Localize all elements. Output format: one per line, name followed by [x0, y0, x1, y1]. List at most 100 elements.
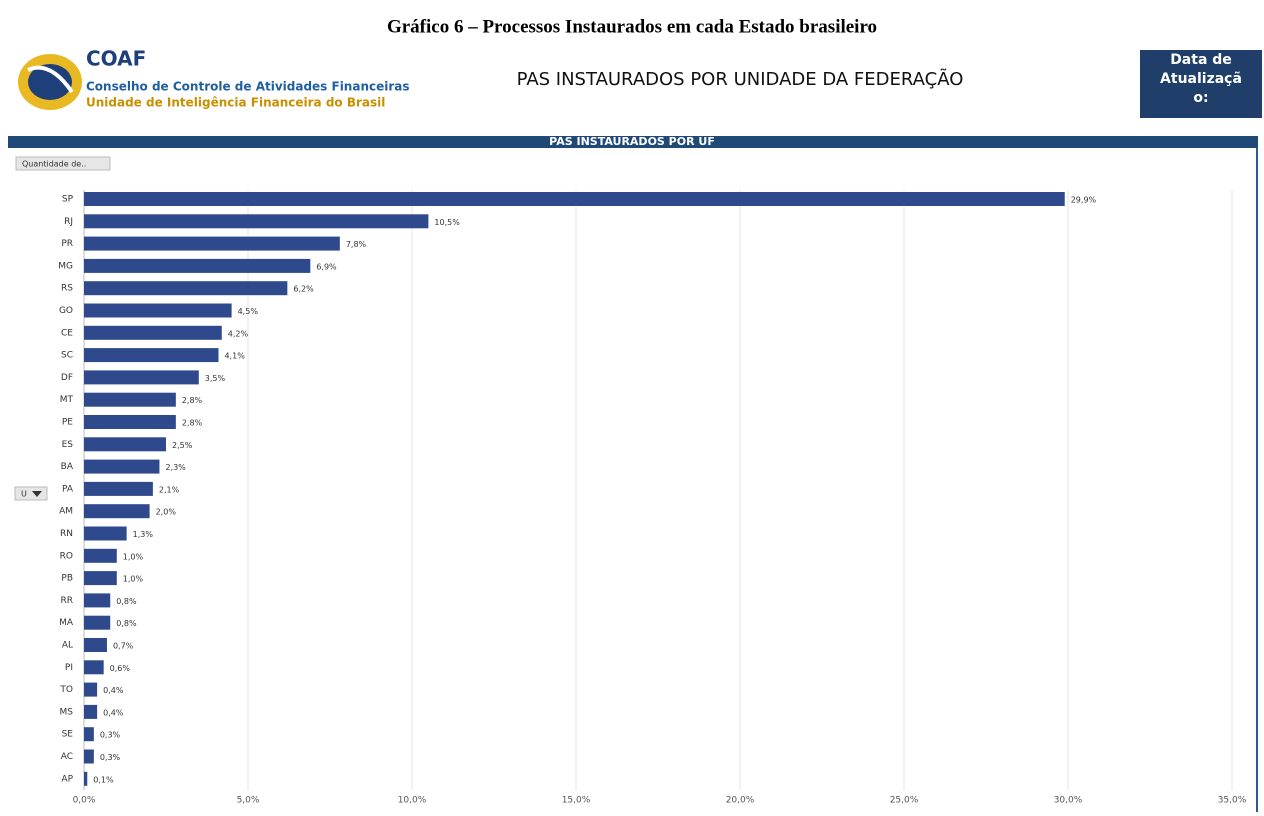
bar	[84, 348, 219, 363]
data-label: 0,8%	[116, 597, 137, 606]
data-label: 6,9%	[316, 262, 337, 271]
x-tick-label: 5,0%	[237, 796, 260, 806]
bar	[84, 236, 340, 251]
bar	[84, 281, 288, 296]
data-label: 0,1%	[93, 775, 114, 784]
data-label: 0,4%	[103, 686, 124, 695]
data-label: 4,5%	[238, 307, 259, 316]
bar	[84, 571, 117, 586]
y-tick-label: PB	[61, 574, 73, 584]
data-label: 6,2%	[293, 285, 314, 294]
y-tick-label: SE	[62, 730, 74, 740]
panel-header	[8, 136, 1258, 148]
brand-line: Conselho de Controle de Atividades Finan…	[86, 80, 410, 94]
bar	[84, 325, 222, 340]
x-tick-label: 25,0%	[890, 796, 919, 806]
y-tick-label: RJ	[64, 217, 73, 227]
bar	[84, 771, 88, 786]
x-tick-label: 0,0%	[73, 796, 96, 806]
logo	[18, 54, 82, 110]
y-tick-label: ES	[62, 440, 74, 450]
x-tick-label: 30,0%	[1054, 796, 1083, 806]
update-label: Data de	[1170, 52, 1232, 68]
document-title: Gráfico 6 – Processos Instaurados em cad…	[387, 16, 877, 37]
y-tick-label: SC	[61, 351, 73, 361]
y-tick-label: MG	[58, 261, 73, 271]
y-tick-label: RS	[61, 284, 73, 294]
data-label: 10,5%	[434, 218, 460, 227]
data-label: 2,0%	[156, 508, 177, 517]
brand: COAF	[86, 47, 146, 71]
data-label: 2,1%	[159, 485, 180, 494]
bar	[84, 548, 117, 563]
y-tick-label: AC	[61, 752, 73, 762]
y-tick-label: PA	[62, 484, 74, 494]
chart-title: PAS INSTAURADOS POR UF	[549, 135, 715, 148]
bar	[84, 638, 107, 652]
bar	[84, 593, 111, 608]
brand-line: Unidade de Inteligência Financeira do Br…	[86, 96, 385, 110]
bar	[84, 192, 1065, 206]
data-label: 4,1%	[224, 352, 245, 361]
dropdown-label: U	[21, 490, 27, 499]
data-label: 29,9%	[1071, 196, 1097, 205]
bar	[84, 727, 94, 742]
x-tick-label: 10,0%	[398, 796, 427, 806]
bar	[84, 682, 98, 697]
data-label: 0,3%	[100, 731, 121, 740]
y-tick-label: MT	[60, 395, 74, 405]
x-tick-label: 15,0%	[562, 796, 591, 806]
data-label: 1,0%	[123, 552, 144, 561]
data-label: 2,8%	[182, 396, 203, 405]
data-label: 2,3%	[165, 463, 186, 472]
y-tick-label: CE	[61, 328, 73, 338]
y-tick-label: RO	[60, 551, 73, 561]
data-label: 0,4%	[103, 708, 124, 717]
data-label: 1,3%	[133, 530, 154, 539]
bar	[84, 481, 153, 496]
y-tick-label: GO	[59, 306, 73, 316]
sort-dropdown[interactable]	[14, 486, 48, 501]
y-tick-label: BA	[61, 462, 74, 472]
y-tick-label: AL	[62, 641, 73, 651]
measure-button[interactable]	[15, 156, 111, 171]
x-tick-label: 20,0%	[726, 796, 755, 806]
data-label: 2,8%	[182, 419, 203, 428]
data-label: 3,5%	[205, 374, 226, 383]
y-tick-label: AP	[61, 774, 73, 784]
button-label: Quantidade de..	[22, 160, 86, 169]
y-tick-label: DF	[61, 373, 73, 383]
update-label: o:	[1193, 90, 1208, 106]
y-tick-label: RR	[60, 596, 73, 606]
bar	[84, 258, 311, 273]
y-tick-label: AM	[59, 507, 73, 517]
data-label: 1,0%	[123, 575, 144, 584]
bar	[84, 504, 150, 519]
bar	[84, 704, 98, 719]
data-label: 7,8%	[346, 240, 367, 249]
bar	[84, 526, 127, 541]
bar	[84, 459, 160, 474]
update-box	[1140, 50, 1262, 118]
y-tick-label: MS	[60, 707, 74, 717]
update-label: Atualizaçã	[1160, 71, 1242, 87]
y-tick-label: PI	[65, 663, 73, 673]
data-label: 0,6%	[110, 664, 131, 673]
data-label: 0,7%	[113, 642, 134, 651]
bar	[84, 749, 94, 764]
y-tick-label: PR	[61, 239, 73, 249]
bar	[84, 660, 104, 675]
x-tick-label: 35,0%	[1218, 796, 1247, 806]
bar	[84, 214, 429, 229]
bar	[84, 437, 166, 452]
bar	[84, 370, 199, 385]
bar	[84, 392, 176, 407]
y-tick-label: MA	[59, 618, 74, 628]
bar	[84, 415, 176, 429]
y-tick-label: TO	[59, 685, 73, 695]
data-label: 4,2%	[228, 329, 249, 338]
dropdown-arrow	[32, 491, 42, 497]
header-title: PAS INSTAURADOS POR UNIDADE DA FEDERAÇÃO	[517, 68, 964, 90]
